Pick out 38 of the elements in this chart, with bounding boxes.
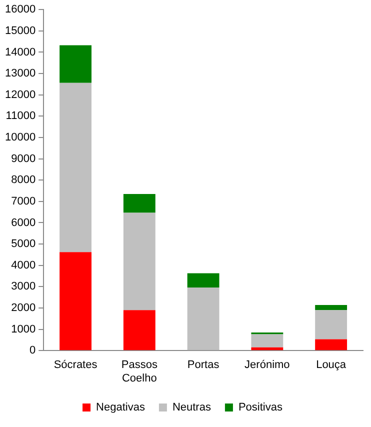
legend-label: Negativas xyxy=(96,402,146,414)
y-tick-label: 16000 xyxy=(4,4,36,16)
bar xyxy=(251,347,284,350)
y-tick-label: 13000 xyxy=(4,68,36,80)
y-tick-label: 9000 xyxy=(11,152,36,165)
y-tick-label: 14000 xyxy=(4,46,36,58)
y-tick-label: 4000 xyxy=(11,259,36,272)
bar xyxy=(60,252,92,350)
y-tick-label: 8000 xyxy=(11,174,36,186)
y-tick-label: 1000 xyxy=(11,323,36,336)
y-tick-label: 0 xyxy=(29,344,36,357)
x-tick-label: Louça xyxy=(316,359,347,372)
bar xyxy=(60,82,92,252)
legend-label: Neutras xyxy=(172,402,212,414)
bar xyxy=(123,194,156,213)
bar xyxy=(251,334,284,348)
bar xyxy=(123,310,156,350)
x-tick-label: Jerónimo xyxy=(244,359,290,372)
y-tick-label: 6000 xyxy=(11,216,36,229)
y-tick-label: 7000 xyxy=(11,195,36,208)
bar xyxy=(315,339,348,350)
x-tick-label: Portas xyxy=(187,359,220,372)
legend-label: Positivas xyxy=(238,402,283,414)
bar xyxy=(187,273,220,288)
bar xyxy=(315,304,348,310)
bar xyxy=(60,45,92,83)
bar xyxy=(315,310,348,340)
y-tick-label: 10000 xyxy=(4,132,36,144)
y-tick-label: 2000 xyxy=(11,302,36,314)
y-tick-label: 11000 xyxy=(6,110,36,122)
bar xyxy=(123,212,156,310)
x-tick-label: Sócrates xyxy=(54,359,98,372)
y-tick-label: 3000 xyxy=(11,280,36,293)
bar xyxy=(187,288,220,350)
x-tick-label: Passos Coelho xyxy=(121,359,158,384)
y-tick-label: 15000 xyxy=(4,24,36,37)
y-tick-label: 5000 xyxy=(11,238,36,250)
y-tick-label: 12000 xyxy=(4,88,36,101)
